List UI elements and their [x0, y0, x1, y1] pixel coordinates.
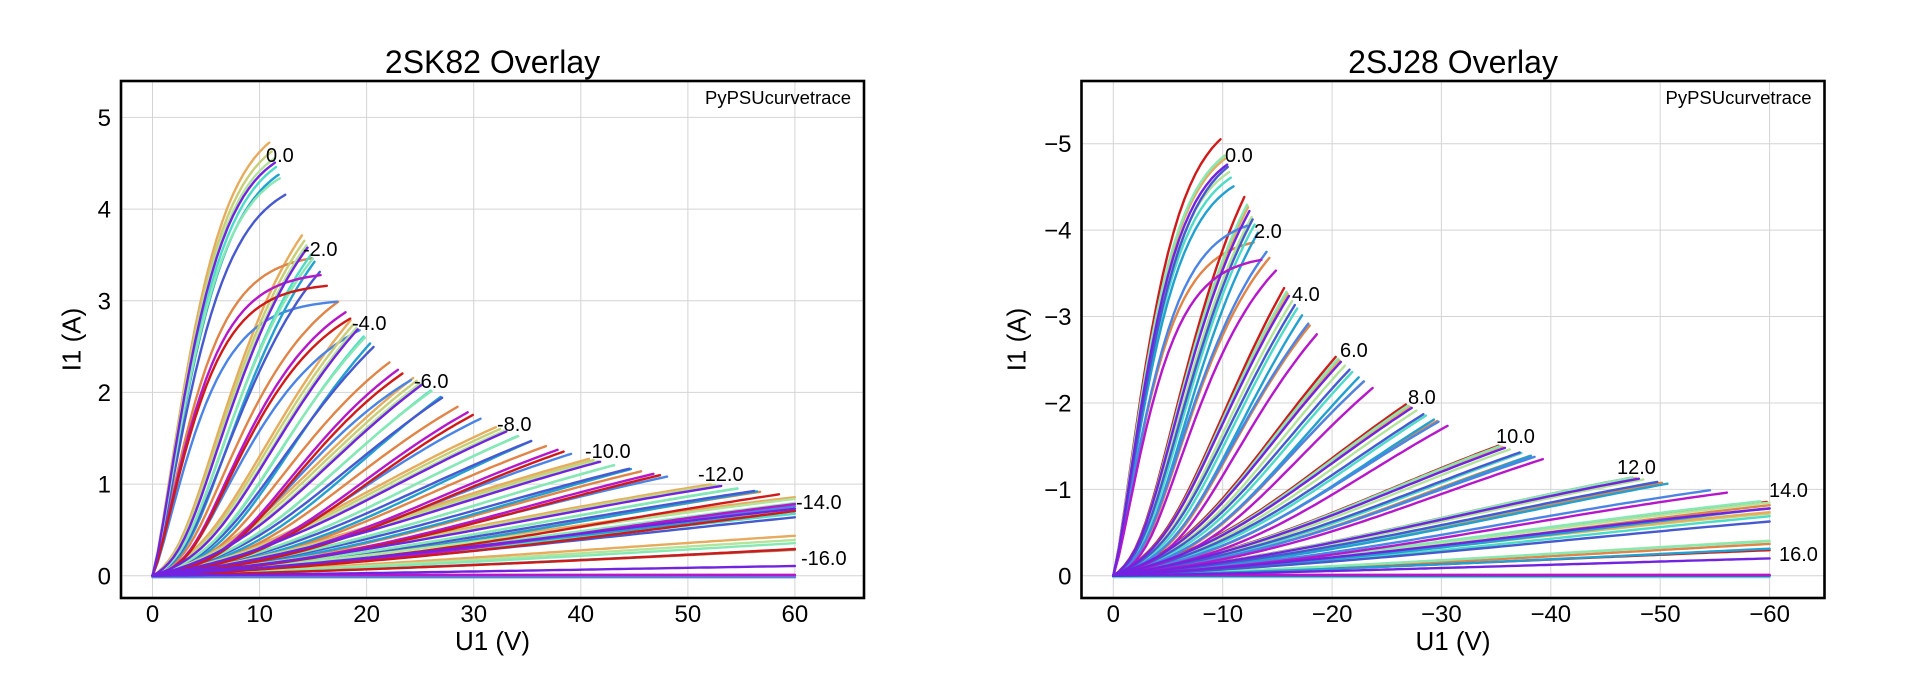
- svg-text:30: 30: [460, 601, 487, 628]
- svg-text:0.0: 0.0: [266, 145, 294, 167]
- svg-text:5: 5: [98, 105, 111, 132]
- svg-text:-14.0: -14.0: [796, 492, 842, 514]
- svg-text:U1 (V): U1 (V): [455, 626, 530, 656]
- svg-text:−50: −50: [1640, 601, 1681, 628]
- svg-text:60: 60: [782, 601, 809, 628]
- svg-text:10.0: 10.0: [1496, 426, 1535, 448]
- svg-text:-12.0: -12.0: [698, 464, 744, 486]
- svg-text:0: 0: [1058, 563, 1071, 590]
- svg-text:I1 (A): I1 (A): [1002, 308, 1032, 372]
- svg-text:−20: −20: [1312, 601, 1353, 628]
- svg-text:50: 50: [675, 601, 702, 628]
- svg-text:U1 (V): U1 (V): [1415, 626, 1490, 656]
- svg-text:20: 20: [353, 601, 380, 628]
- svg-text:-16.0: -16.0: [801, 548, 847, 570]
- svg-text:−60: −60: [1749, 601, 1790, 628]
- svg-text:0: 0: [1107, 601, 1120, 628]
- svg-text:8.0: 8.0: [1408, 387, 1436, 409]
- svg-text:-2.0: -2.0: [303, 239, 337, 261]
- svg-text:3: 3: [98, 288, 111, 315]
- svg-text:0.0: 0.0: [1225, 145, 1253, 167]
- svg-text:−40: −40: [1530, 601, 1571, 628]
- svg-text:−5: −5: [1044, 131, 1071, 158]
- svg-text:PyPSUcurvetrace: PyPSUcurvetrace: [705, 87, 851, 108]
- svg-text:4: 4: [98, 197, 111, 224]
- svg-text:1: 1: [98, 472, 111, 499]
- svg-text:0: 0: [146, 601, 159, 628]
- svg-text:-10.0: -10.0: [585, 441, 631, 463]
- svg-text:2.0: 2.0: [1254, 221, 1282, 243]
- svg-text:−2: −2: [1044, 391, 1071, 418]
- svg-text:6.0: 6.0: [1340, 340, 1368, 362]
- svg-text:-4.0: -4.0: [352, 313, 386, 335]
- svg-text:16.0: 16.0: [1779, 544, 1818, 566]
- svg-text:2: 2: [98, 380, 111, 407]
- svg-text:2SK82 Overlay: 2SK82 Overlay: [385, 44, 600, 80]
- svg-text:14.0: 14.0: [1769, 480, 1808, 502]
- svg-text:−4: −4: [1044, 218, 1071, 245]
- svg-text:0: 0: [98, 563, 111, 590]
- svg-text:-6.0: -6.0: [414, 371, 448, 393]
- svg-text:-8.0: -8.0: [497, 414, 531, 436]
- svg-text:10: 10: [246, 601, 273, 628]
- svg-text:2SJ28 Overlay: 2SJ28 Overlay: [1348, 44, 1558, 80]
- svg-text:4.0: 4.0: [1292, 284, 1320, 306]
- svg-text:−1: −1: [1044, 477, 1071, 504]
- svg-text:−30: −30: [1421, 601, 1462, 628]
- svg-text:PyPSUcurvetrace: PyPSUcurvetrace: [1666, 87, 1812, 108]
- svg-text:−3: −3: [1044, 304, 1071, 331]
- svg-text:I1 (A): I1 (A): [57, 308, 87, 372]
- svg-text:12.0: 12.0: [1617, 457, 1656, 479]
- svg-text:40: 40: [567, 601, 594, 628]
- svg-text:−10: −10: [1202, 601, 1243, 628]
